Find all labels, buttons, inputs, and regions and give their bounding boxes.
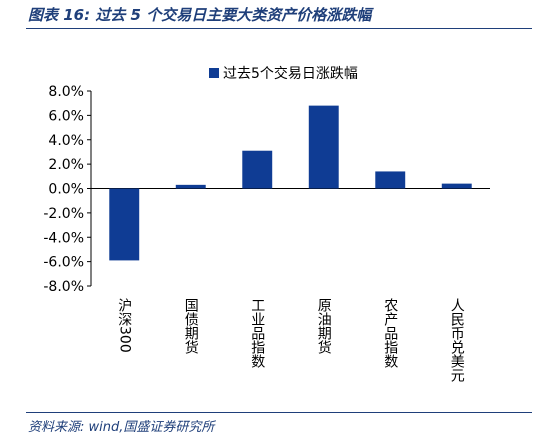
y-tick-label: 2.0% xyxy=(48,157,84,173)
y-tick-label: -8.0% xyxy=(43,279,84,295)
figure-title: 图表 16: 过去 5 个交易日主要大类资产价格涨跌幅 xyxy=(28,6,372,24)
legend-swatch xyxy=(209,68,219,78)
x-category-label: 原油期货 xyxy=(316,298,332,354)
bar xyxy=(175,184,206,189)
y-tick-label: 6.0% xyxy=(48,108,84,124)
x-category-label: 农产品指数 xyxy=(382,298,398,368)
x-category-label: 国债期货 xyxy=(183,298,199,354)
bar xyxy=(109,188,140,261)
bar xyxy=(375,171,406,189)
y-tick-label: -6.0% xyxy=(43,255,84,271)
y-tick-label: 4.0% xyxy=(48,133,84,149)
y-tick-label: 0.0% xyxy=(48,182,84,198)
x-category-label: 沪深300 xyxy=(116,298,132,353)
legend-label: 过去5个交易日涨跌幅 xyxy=(223,65,358,82)
bar xyxy=(308,105,339,189)
bar xyxy=(242,150,273,189)
title-rule xyxy=(26,28,532,29)
y-axis: 8.0% 6.0% 4.0% 2.0% 0.0% -2.0% -4.0% -6.0% -8.0% xyxy=(43,84,490,295)
x-category-label: 人民币兑美元 xyxy=(449,298,465,383)
bars xyxy=(109,105,472,261)
bar xyxy=(441,183,472,189)
x-axis-labels: 沪深300 国债期货 工业品指数 原油期货 农产品指数 人民币兑美元 xyxy=(116,298,465,383)
source-rule xyxy=(26,412,532,413)
source-note: 资料来源: wind,国盛证券研究所 xyxy=(28,420,215,435)
legend: 过去5个交易日涨跌幅 xyxy=(209,65,358,82)
x-category-label: 工业品指数 xyxy=(249,298,265,368)
y-tick-label: -4.0% xyxy=(43,230,84,246)
y-tick-label: 8.0% xyxy=(48,84,84,100)
y-tick-label: -2.0% xyxy=(43,206,84,222)
